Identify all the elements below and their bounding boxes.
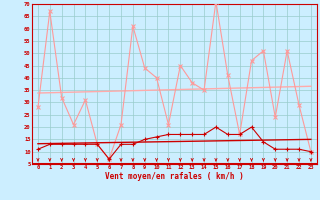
X-axis label: Vent moyen/en rafales ( km/h ): Vent moyen/en rafales ( km/h ) <box>105 172 244 181</box>
